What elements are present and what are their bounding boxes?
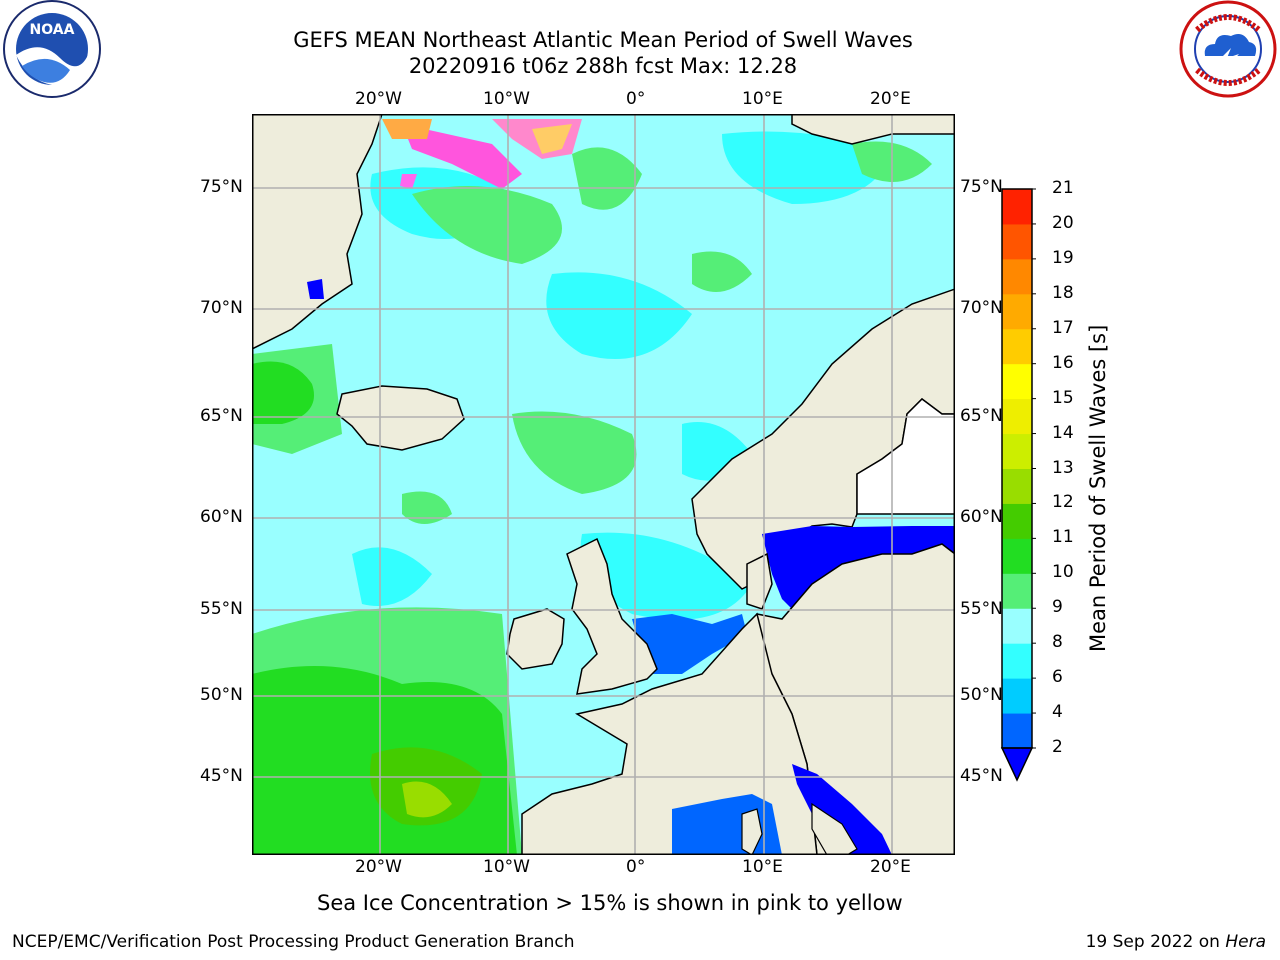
sea-ice-note: Sea Ice Concentration > 15% is shown in … [317,891,903,915]
colorbar-swatch [1002,713,1032,749]
colorbar-swatch [1002,433,1032,469]
swell-period-map [252,114,955,855]
lat-tick-right-75n: 75°N [960,177,1003,197]
colorbar-swatch [1002,573,1032,609]
colorbar-swatch [1002,643,1032,679]
colorbar-tick-label: 11 [1052,527,1074,548]
colorbar-title: Mean Period of Swell Waves [s] [1086,324,1110,652]
lon-tick-bottom-20w: 20°W [355,857,402,877]
greenland-fjord-low [307,279,324,299]
colorbar-tick-label: 21 [1052,178,1074,198]
lon-tick-top-10w: 10°W [483,89,530,109]
colorbar-swatch [1002,608,1032,644]
lat-tick-right-55n: 55°N [960,599,1003,619]
lon-tick-top-0: 0° [626,89,646,109]
colorbar-tick-label: 10 [1052,562,1074,583]
lat-tick-left-55n: 55°N [200,599,243,619]
lat-tick-left-75n: 75°N [200,177,243,197]
swell-12-13s-patches [402,781,452,818]
greenland-land [252,114,383,350]
colorbar-tick-label: 18 [1052,282,1074,303]
iceland-land [336,385,465,451]
nws-logo [1177,0,1280,100]
colorbar-tick-label: 8 [1052,632,1063,653]
lon-tick-bottom-10w: 10°W [483,857,530,877]
ireland-land [506,608,565,670]
lat-tick-right-45n: 45°N [960,766,1003,786]
footer-date: 19 Sep 2022 on Hera [1086,932,1266,952]
lon-tick-bottom-10e: 10°E [742,857,783,877]
lat-tick-left-60n: 60°N [200,507,243,527]
lat-tick-left-50n: 50°N [200,685,243,705]
colorbar-swatch [1002,328,1032,365]
svalbard-land [791,114,955,145]
colorbar-swatch [1002,503,1032,539]
gulf-of-bothnia-masked [856,398,955,515]
lat-tick-right-50n: 50°N [960,685,1003,705]
colorbar-swatch [1002,678,1032,714]
italy-land [811,802,858,855]
colorbar-tick-label: 16 [1052,352,1074,373]
lat-tick-right-70n: 70°N [960,298,1003,318]
lat-tick-left-45n: 45°N [200,766,243,786]
colorbar-tick-label: 6 [1052,667,1063,688]
footer-credit: NCEP/EMC/Verification Post Processing Pr… [12,932,575,952]
lon-tick-top-20e: 20°E [870,89,911,109]
colorbar-swatch [1002,468,1032,504]
colorbar-swatch [1002,258,1032,295]
map-frame [252,114,955,855]
colorbar-swatch [1002,223,1032,260]
footer-date-text: 19 Sep 2022 on [1085,932,1226,952]
plot-title-line1: GEFS MEAN Northeast Atlantic Mean Period… [293,28,913,52]
lon-tick-top-20w: 20°W [355,89,402,109]
colorbar-swatch [1002,189,1032,225]
colorbar-tick-label: 17 [1052,317,1074,338]
north-sea-south-low [632,614,747,674]
colorbar-swatch [1002,538,1032,574]
colorbar-tick-labels: 2 4 6 8 9 10 11 12 13 14 15 16 17 18 19 20 21 [1040,0,1100,960]
noaa-logo-text: NOAA [30,22,75,38]
lat-tick-right-65n: 65°N [960,406,1003,426]
colorbar-tick-label: 9 [1052,597,1063,618]
plot-title-line2: 20220916 t06z 288h fcst Max: 12.28 [408,54,798,78]
colorbar-tick-label: 20 [1052,212,1074,233]
colorbar-tick-label: 15 [1052,387,1074,408]
lat-tick-left-65n: 65°N [200,406,243,426]
colorbar-swatch [1002,363,1032,400]
lon-tick-bottom-0: 0° [626,857,646,877]
adriatic-low-period [792,764,892,855]
footer-host: Hera [1225,932,1266,952]
colorbar-swatches [1000,188,1036,782]
colorbar-swatch [1002,293,1032,330]
colorbar-tick-label: 19 [1052,247,1074,268]
colorbar-tick-label: 13 [1052,457,1074,478]
noaa-logo: NOAA [0,0,104,100]
colorbar [1000,185,1036,785]
map-panel [252,114,955,855]
lat-tick-right-60n: 60°N [960,507,1003,527]
colorbar-tick-label: 2 [1052,737,1063,757]
lon-tick-top-10e: 10°E [742,89,783,109]
lon-tick-bottom-20e: 20°E [870,857,911,877]
sea-ice-area [382,119,582,189]
colorbar-tick-label: 14 [1052,422,1074,443]
graticule [252,114,955,855]
lat-tick-left-70n: 70°N [200,298,243,318]
corsica-sardinia-land [741,808,763,855]
colorbar-swatch [1002,398,1032,435]
colorbar-tick-label: 4 [1052,702,1063,723]
colorbar-under-extension [1000,747,1034,782]
colorbar-tick-label: 12 [1052,492,1074,513]
